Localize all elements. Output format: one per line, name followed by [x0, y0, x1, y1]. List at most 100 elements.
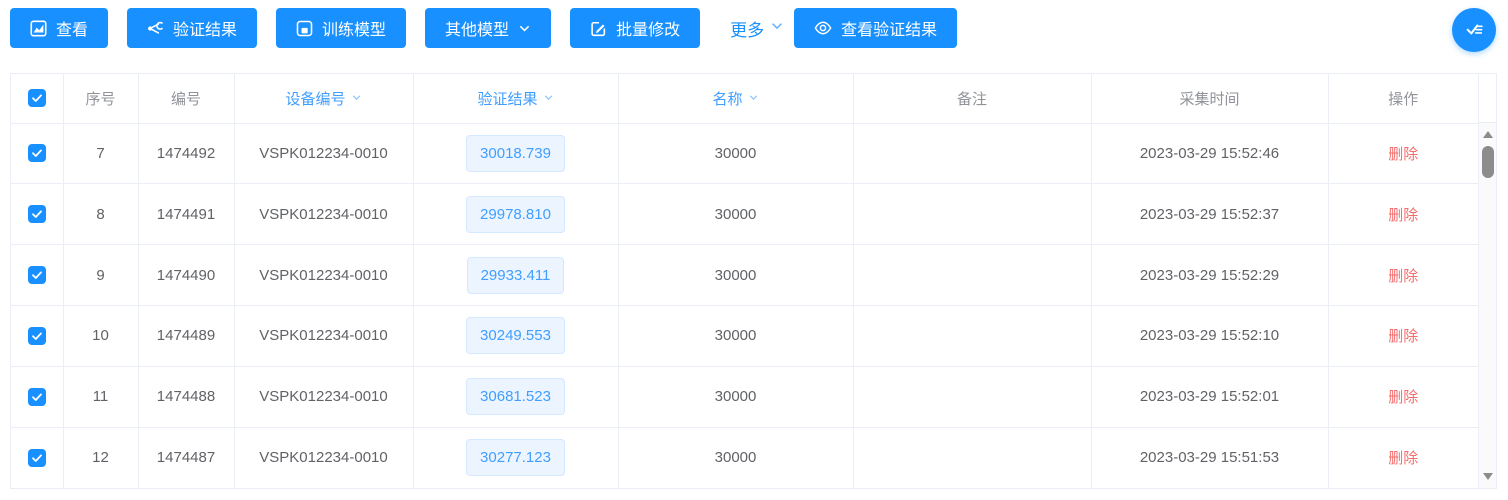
view-button[interactable]: 查看: [10, 8, 109, 48]
eye-icon: [814, 19, 832, 37]
sort-caret-icon: [351, 90, 362, 107]
share-icon: [147, 20, 164, 37]
more-dropdown-label: 更多: [730, 20, 765, 40]
cell-seq: 9: [63, 244, 139, 306]
chevron-down-icon: [770, 18, 784, 38]
row-checkbox[interactable]: [27, 326, 46, 345]
cell-remark: [853, 427, 1092, 488]
cell-seq: 8: [63, 183, 139, 246]
batch-edit-button-label: 批量修改: [616, 22, 681, 39]
cell-code: 1474488: [138, 366, 235, 428]
col-header-seq: 序号: [63, 74, 139, 124]
col-header-device[interactable]: 设备编号: [234, 74, 414, 124]
cell-seq: 11: [63, 366, 139, 428]
cell-name: 30000: [618, 305, 854, 367]
col-header-time: 采集时间: [1091, 74, 1329, 124]
table-row: 7 1474492 VSPK012234-0010 30018.739 3000…: [11, 123, 1478, 185]
cell-device: VSPK012234-0010: [234, 305, 414, 367]
cell-time: 2023-03-29 15:52:37: [1091, 183, 1329, 246]
vertical-scrollbar: [1478, 74, 1496, 488]
cell-seq: 7: [63, 123, 139, 185]
cell-code: 1474487: [138, 427, 235, 488]
verify-result-button[interactable]: 验证结果: [127, 8, 258, 48]
view-verify-results-button[interactable]: 查看验证结果: [794, 8, 958, 48]
data-table: 序号 编号 设备编号 验证结果 名称 备注 采集时间 操作 7 1474492 …: [10, 73, 1497, 489]
table-row: 12 1474487 VSPK012234-0010 30277.123 300…: [11, 427, 1478, 488]
cell-time: 2023-03-29 15:52:46: [1091, 123, 1329, 185]
sort-caret-icon: [543, 90, 554, 107]
cell-remark: [853, 366, 1092, 428]
col-header-name[interactable]: 名称: [618, 74, 854, 124]
scroll-down-arrow-icon[interactable]: [1482, 473, 1493, 480]
sort-caret-icon: [748, 90, 759, 107]
cell-name: 30000: [618, 427, 854, 488]
cell-code: 1474490: [138, 244, 235, 306]
cell-name: 30000: [618, 244, 854, 306]
fab-select-button[interactable]: [1452, 8, 1496, 52]
scrollbar-thumb[interactable]: [1482, 146, 1494, 178]
cell-time: 2023-03-29 15:52:01: [1091, 366, 1329, 428]
cell-time: 2023-03-29 15:52:29: [1091, 244, 1329, 306]
cell-time: 2023-03-29 15:52:10: [1091, 305, 1329, 367]
other-models-dropdown-label: 其他模型: [445, 22, 510, 39]
col-header-action: 操作: [1328, 74, 1478, 124]
delete-link[interactable]: 删除: [1388, 206, 1419, 224]
train-model-button-label: 训练模型: [322, 22, 387, 39]
result-tag: 30681.523: [466, 378, 565, 416]
cell-seq: 12: [63, 427, 139, 488]
view-verify-results-button-label: 查看验证结果: [841, 22, 938, 39]
cell-code: 1474489: [138, 305, 235, 367]
train-model-button[interactable]: 训练模型: [276, 8, 407, 48]
scrollbar-header-spacer: [1478, 74, 1496, 123]
other-models-dropdown[interactable]: 其他模型: [425, 8, 552, 48]
table-row: 8 1474491 VSPK012234-0010 29978.810 3000…: [11, 183, 1478, 246]
cell-remark: [853, 244, 1092, 306]
cell-remark: [853, 123, 1092, 185]
batch-edit-button[interactable]: 批量修改: [570, 8, 701, 48]
delete-link[interactable]: 删除: [1388, 145, 1419, 163]
result-tag: 30277.123: [466, 439, 565, 477]
scrollbar-track[interactable]: [1478, 123, 1496, 488]
table-row: 11 1474488 VSPK012234-0010 30681.523 300…: [11, 366, 1478, 428]
result-tag: 29933.411: [466, 256, 565, 294]
result-tag: 30249.553: [466, 317, 565, 355]
select-all-checkbox[interactable]: [27, 89, 46, 108]
chevron-down-icon: [518, 22, 531, 35]
cell-name: 30000: [618, 123, 854, 185]
cell-device: VSPK012234-0010: [234, 123, 414, 185]
cell-name: 30000: [618, 366, 854, 428]
table-header-row: 序号 编号 设备编号 验证结果 名称 备注 采集时间 操作: [11, 74, 1478, 124]
row-checkbox[interactable]: [27, 205, 46, 224]
cell-name: 30000: [618, 183, 854, 246]
checklist-icon: [1463, 18, 1485, 43]
cell-time: 2023-03-29 15:51:53: [1091, 427, 1329, 488]
toolbar: 查看 验证结果 训练模型 其他模型 批量修改 更多 查看验证结果: [0, 0, 1508, 52]
col-header-result[interactable]: 验证结果: [413, 74, 619, 124]
row-checkbox[interactable]: [27, 266, 46, 285]
scroll-up-arrow-icon[interactable]: [1482, 131, 1493, 138]
edit-icon: [590, 20, 607, 37]
delete-link[interactable]: 删除: [1388, 389, 1419, 407]
cell-remark: [853, 305, 1092, 367]
row-checkbox[interactable]: [27, 144, 46, 163]
cell-device: VSPK012234-0010: [234, 244, 414, 306]
cell-device: VSPK012234-0010: [234, 427, 414, 488]
more-dropdown[interactable]: 更多: [730, 16, 784, 41]
delete-link[interactable]: 删除: [1388, 328, 1419, 346]
row-checkbox[interactable]: [27, 448, 46, 467]
cell-device: VSPK012234-0010: [234, 366, 414, 428]
row-checkbox[interactable]: [27, 387, 46, 406]
cell-code: 1474491: [138, 183, 235, 246]
cell-seq: 10: [63, 305, 139, 367]
delete-link[interactable]: 删除: [1388, 450, 1419, 468]
result-tag: 30018.739: [466, 134, 565, 172]
view-button-label: 查看: [56, 22, 89, 39]
chart-icon: [30, 19, 47, 37]
result-tag: 29978.810: [466, 195, 565, 233]
delete-link[interactable]: 删除: [1388, 267, 1419, 285]
cell-remark: [853, 183, 1092, 246]
verify-result-button-label: 验证结果: [173, 22, 238, 39]
table-row: 9 1474490 VSPK012234-0010 29933.411 3000…: [11, 244, 1478, 306]
cell-code: 1474492: [138, 123, 235, 185]
table-row: 10 1474489 VSPK012234-0010 30249.553 300…: [11, 305, 1478, 367]
